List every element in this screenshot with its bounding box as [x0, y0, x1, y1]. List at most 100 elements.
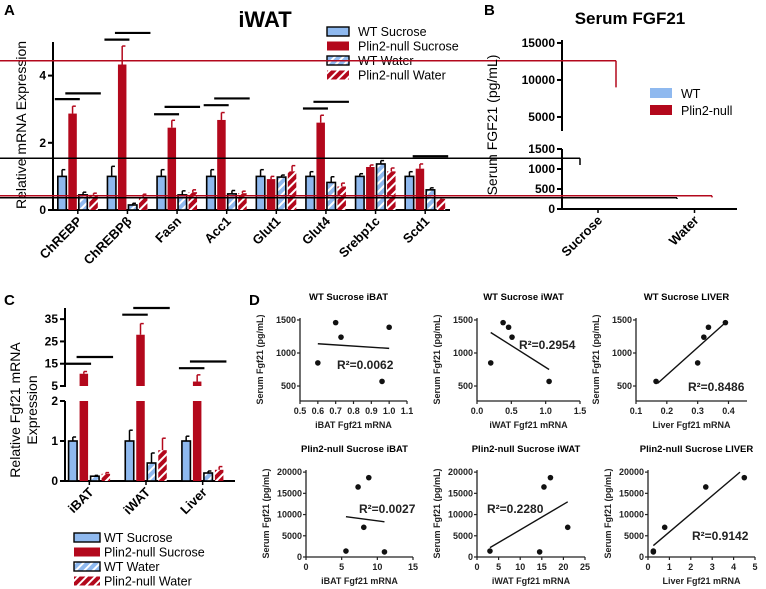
x-category-label: iBAT — [65, 484, 96, 515]
y-tick-label: 1000 — [612, 348, 632, 358]
x-tick-label: 1.5 — [574, 406, 587, 416]
legend-swatch — [74, 576, 100, 586]
data-point — [661, 524, 668, 531]
legend-label: Plin2-null Water — [358, 69, 446, 83]
x-tick-label: 5 — [339, 562, 344, 572]
data-point — [315, 360, 321, 366]
y-tick-label: 500 — [617, 381, 632, 391]
x-tick-label: 0.3 — [691, 406, 704, 416]
panel-label: A — [4, 2, 15, 19]
legend-swatch — [73, 561, 101, 572]
scatter-plot: 0 5 10 15 0 5000 10000 15000 20000 Plin2-null Suc… — [261, 444, 418, 586]
legend-swatch — [327, 41, 349, 51]
bar — [366, 166, 375, 210]
x-axis-title: iBAT Fgf21 mRNA — [315, 420, 392, 430]
y-tick-label: 500 — [458, 381, 473, 391]
data-point — [547, 474, 554, 481]
x-tick-label: 15 — [408, 562, 418, 572]
bar — [305, 175, 316, 211]
data-point — [541, 484, 547, 490]
y-tick-label: 15000 — [277, 488, 302, 498]
r-squared-label: R²=0.9142 — [692, 529, 749, 543]
legend-swatch — [327, 70, 349, 80]
legend-swatch — [326, 26, 350, 37]
legend-label: WT Water — [104, 560, 160, 574]
y-tick-label: 20000 — [277, 467, 302, 477]
bar — [106, 175, 117, 211]
y-tick-label: 5 — [51, 379, 58, 393]
data-point — [722, 319, 729, 326]
y-tick-label: 2 — [51, 394, 58, 408]
data-point — [386, 324, 392, 331]
x-tick-label: 2 — [688, 562, 693, 572]
y-tick-label: 0 — [39, 203, 46, 217]
x-category-label: Water — [666, 213, 702, 249]
r-squared-label: R²=0.0062 — [337, 358, 394, 372]
x-category-label: Glut4 — [299, 213, 334, 248]
bar — [127, 204, 138, 211]
x-tick-label: 0.5 — [505, 406, 518, 416]
bar — [188, 192, 198, 210]
y-tick-label: 1500 — [612, 315, 632, 325]
r-squared-label: R²=0.8486 — [688, 380, 745, 394]
data-point — [505, 324, 512, 331]
data-point — [564, 524, 571, 531]
y-axis-title: Serum Fgf21 (pg/mL) — [432, 468, 442, 558]
y-tick-label: 0 — [468, 552, 473, 562]
x-tick-label: 3 — [710, 562, 715, 572]
x-category-label: Scd1 — [400, 214, 433, 247]
x-tick-label: 1 — [667, 562, 672, 572]
regression-line — [657, 322, 726, 384]
bar — [214, 469, 224, 481]
regression-line — [317, 343, 390, 350]
bar — [156, 175, 167, 211]
x-tick-label: 1.0 — [539, 406, 552, 416]
data-point — [650, 548, 657, 554]
y-tick-label: 15000 — [522, 36, 556, 50]
bar — [203, 472, 214, 482]
regression-line — [652, 471, 741, 547]
x-axis-title: iWAT Fgf21 mRNA — [492, 576, 571, 586]
data-point — [338, 334, 344, 340]
chart-title: iWAT — [238, 7, 292, 32]
x-category-label: Liver — [177, 485, 210, 518]
x-category-label: Glut1 — [249, 214, 283, 248]
y-tick-label: 1000 — [528, 162, 555, 176]
y-axis-title: Serum Fgf21 (pg/mL) — [261, 468, 271, 558]
bar — [287, 171, 297, 210]
x-tick-label: 15 — [537, 562, 547, 572]
y-tick-label: 2 — [39, 136, 46, 150]
r-squared-label: R²=0.0027 — [359, 502, 416, 516]
y-tick-label: 4 — [39, 69, 46, 83]
x-tick-label: 0 — [474, 562, 479, 572]
panel-label: B — [484, 2, 495, 19]
bar — [436, 198, 446, 210]
x-tick-label: 0.2 — [661, 406, 674, 416]
y-tick-label: 5000 — [528, 110, 555, 124]
y-tick-label: 10000 — [522, 73, 556, 87]
y-axis-title: Relative Fgf21 mRNA — [7, 342, 23, 478]
x-category-label: Fasn — [152, 213, 184, 245]
legend-label: Plin2-null Water — [104, 575, 192, 589]
y-tick-label: 1500 — [528, 142, 555, 156]
x-category-label: Srebp1c — [336, 214, 383, 261]
y-tick-label: 25 — [45, 334, 59, 348]
bar — [316, 122, 325, 210]
x-category-label: ChREBP — [37, 213, 86, 262]
bar — [192, 381, 202, 386]
plot-title: WT Sucrose iBAT — [309, 292, 388, 303]
x-axis-title: iBAT Fgf21 mRNA — [321, 576, 398, 586]
y-tick-label: 15000 — [619, 488, 644, 498]
data-point — [355, 484, 361, 490]
x-tick-label: 0.1 — [630, 406, 643, 416]
x-axis-title: Liver Fgf21 mRNA — [652, 420, 731, 430]
legend-swatch — [650, 88, 672, 98]
bar — [354, 175, 365, 211]
panel-label: C — [4, 292, 15, 309]
scatter-plot: 0 5 10 15 20 25 0 5000 10000 15000 20000 Plin2-null… — [432, 444, 590, 586]
r-squared-label: R²=0.2280 — [487, 502, 544, 516]
scatter-plot: 0 1 2 3 4 5 0 5000 10000 15000 20000 Plin2-null Suc… — [603, 444, 758, 586]
plot-title: Plin2-null Sucrose iWAT — [472, 444, 581, 455]
